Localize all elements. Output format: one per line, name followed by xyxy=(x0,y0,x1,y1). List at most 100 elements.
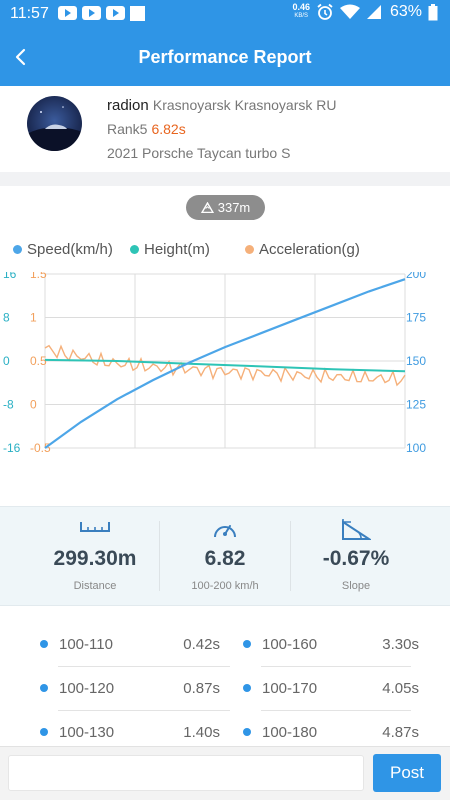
section-divider xyxy=(0,172,450,186)
wifi-icon xyxy=(339,4,360,19)
bullet-dot xyxy=(243,684,251,692)
row-divider xyxy=(58,666,230,667)
split-range: 100-130 xyxy=(59,724,115,741)
legend-height[interactable]: Height(m) xyxy=(130,241,210,258)
split-range: 100-110 xyxy=(59,636,113,653)
ruler-icon xyxy=(80,522,110,532)
split-range: 100-160 xyxy=(262,636,318,653)
split-time: 3.30s xyxy=(382,636,419,653)
split-row: 100-180 4.87s xyxy=(243,710,429,746)
stat-slope-label: Slope xyxy=(341,580,371,592)
stat-acceleration-time-label: 100-200 km/h xyxy=(191,580,259,592)
acceleration-line xyxy=(44,344,406,387)
legend-speed[interactable]: Speed(km/h) xyxy=(13,241,113,258)
legend-acceleration-swatch xyxy=(245,245,254,254)
stat-slope: -0.67% Slope xyxy=(291,507,421,607)
youtube-icon xyxy=(106,6,125,20)
height-tick-label: 0 xyxy=(3,354,10,368)
username[interactable]: radion xyxy=(107,97,149,114)
chart-legend: Speed(km/h) Height(m) Acceleration(g) xyxy=(0,241,450,263)
stat-acceleration-time: 6.82 100-200 km/h xyxy=(160,507,290,607)
performance-chart[interactable]: 16 8 0 -8 -16 1.5 1 0.5 0 -0.5 200 175 150 125 100 xyxy=(0,272,450,472)
notification-square-icon xyxy=(130,6,145,21)
profile-card: radion Krasnoyarsk Krasnoyarsk RU Rank5 6… xyxy=(0,86,450,172)
split-time: 1.40s xyxy=(183,724,220,741)
stats-divider xyxy=(290,521,291,591)
split-row: 100-130 1.40s xyxy=(40,710,230,746)
youtube-icon xyxy=(82,6,101,20)
stats-divider xyxy=(159,521,160,591)
split-row: 100-110 0.42s xyxy=(40,622,230,666)
status-bar: 11:57 0.46 KB/S 63% xyxy=(0,0,450,28)
speed-line xyxy=(44,278,406,449)
height-tick-label: 8 xyxy=(3,311,10,325)
notification-icons xyxy=(58,6,145,21)
user-location: Krasnoyarsk Krasnoyarsk RU xyxy=(152,97,337,113)
signal-icon xyxy=(366,5,381,19)
split-row: 100-160 3.30s xyxy=(243,622,429,666)
legend-acceleration[interactable]: Acceleration(g) xyxy=(245,241,360,258)
stat-slope-value: -0.67% xyxy=(322,547,390,570)
split-row: 100-170 4.05s xyxy=(243,666,429,710)
car-model: 2021 Porsche Taycan turbo S xyxy=(107,145,291,161)
stat-distance: 299.30m Distance xyxy=(30,507,160,607)
split-time: 0.87s xyxy=(183,680,220,697)
bullet-dot xyxy=(243,640,251,648)
page-title: Performance Report xyxy=(138,47,312,67)
split-time: 0.42s xyxy=(183,636,220,653)
height-tick-label: -8 xyxy=(3,398,14,412)
app-bar: Performance Report xyxy=(0,28,450,86)
section-spacer xyxy=(0,606,450,620)
rank-line: Rank5 6.82s xyxy=(107,121,186,137)
username-line: radion Krasnoyarsk Krasnoyarsk RU xyxy=(107,97,337,114)
bullet-dot xyxy=(40,728,48,736)
speed-tick-label: 175 xyxy=(406,311,426,325)
legend-speed-swatch xyxy=(13,245,22,254)
split-times-list: 100-110 0.42s 100-160 3.30s 100-120 0.87… xyxy=(0,620,450,746)
legend-height-label: Height(m) xyxy=(144,241,210,258)
avatar[interactable] xyxy=(27,96,82,151)
battery-percent: 63% xyxy=(389,3,422,20)
status-time: 11:57 xyxy=(10,5,49,22)
status-right: 0.46 KB/S 63% xyxy=(292,3,438,21)
split-range: 100-180 xyxy=(262,724,318,741)
comment-input[interactable] xyxy=(8,755,364,791)
split-time: 4.05s xyxy=(382,680,419,697)
accel-tick-label: -0.5 xyxy=(30,441,51,455)
stat-acceleration-time-value: 6.82 xyxy=(204,547,246,570)
height-tick-label: -16 xyxy=(3,441,21,455)
legend-speed-label: Speed(km/h) xyxy=(27,241,113,258)
comment-bar: Post xyxy=(0,746,450,800)
battery-icon xyxy=(428,3,438,20)
accel-tick-label: 0.5 xyxy=(30,354,47,368)
height-line xyxy=(44,358,406,373)
speed-tick-label: 150 xyxy=(406,354,426,368)
split-row: 100-120 0.87s xyxy=(40,666,230,710)
speed-tick-label: 100 xyxy=(406,441,426,455)
split-time: 4.87s xyxy=(382,724,419,741)
back-arrow-icon[interactable] xyxy=(10,42,38,72)
split-range: 100-120 xyxy=(59,680,115,697)
rank-label: Rank5 xyxy=(107,121,148,137)
height-tick-label: 16 xyxy=(3,272,17,281)
accel-tick-label: 1 xyxy=(30,311,37,325)
rank-time: 6.82s xyxy=(151,121,186,137)
stat-distance-value: 299.30m xyxy=(53,547,137,570)
bullet-dot xyxy=(40,684,48,692)
distance-badge: 337m xyxy=(186,195,265,220)
legend-height-swatch xyxy=(130,245,139,254)
slope-icon xyxy=(342,519,371,540)
chart-section: 337m Speed(km/h) Height(m) Acceleration(… xyxy=(0,186,450,506)
net-speed-unit: KB/S xyxy=(294,13,309,19)
row-divider xyxy=(261,710,411,711)
row-divider xyxy=(58,710,230,711)
speedometer-icon xyxy=(214,525,236,538)
bullet-dot xyxy=(243,728,251,736)
post-button[interactable]: Post xyxy=(373,754,441,792)
alarm-icon xyxy=(317,3,333,20)
legend-acceleration-label: Acceleration(g) xyxy=(259,241,360,258)
distance-badge-value: 337m xyxy=(217,200,251,215)
stat-distance-label: Distance xyxy=(73,580,117,592)
net-speed-value: 0.46 xyxy=(292,2,310,12)
mountain-icon xyxy=(200,202,214,213)
